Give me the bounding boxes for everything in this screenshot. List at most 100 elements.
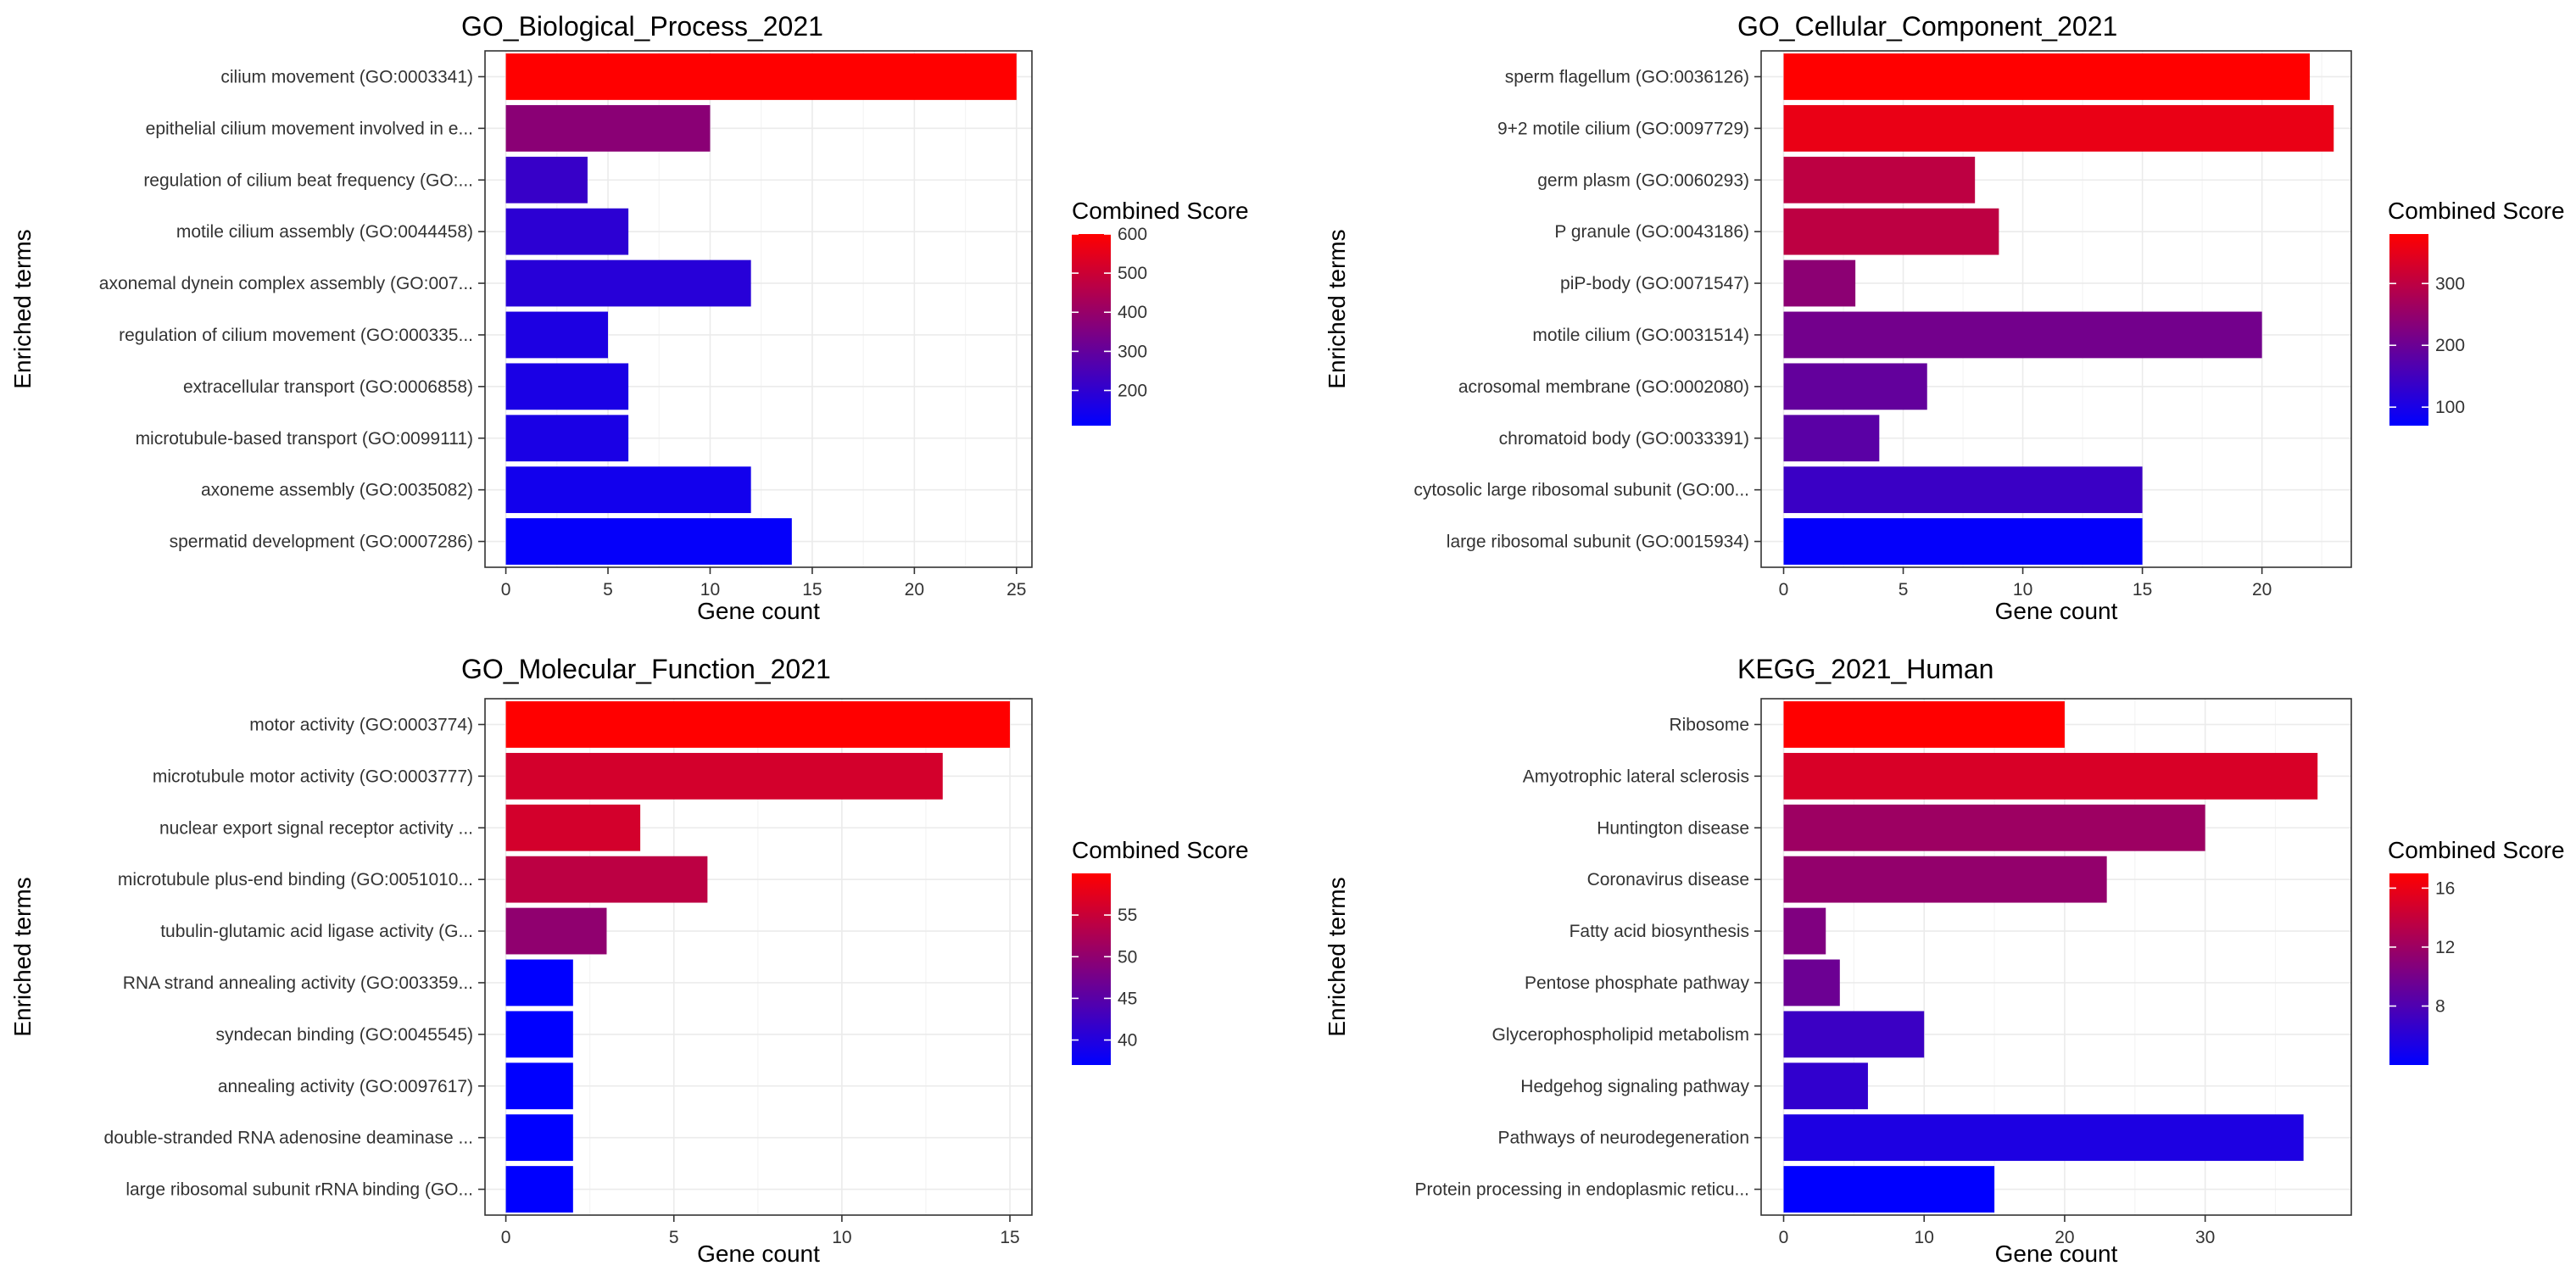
x-axis-title: Gene count xyxy=(1995,1241,2118,1267)
legend-tick-label: 55 xyxy=(1118,906,1137,925)
y-tick-label: 9+2 motile cilium (GO:0097729) xyxy=(1497,119,1749,138)
x-tick-label: 10 xyxy=(700,580,720,599)
bar xyxy=(1783,415,1880,462)
y-tick-label: spermatid development (GO:0007286) xyxy=(170,533,473,552)
y-tick-label: Pentose phosphate pathway xyxy=(1525,973,1750,993)
bar xyxy=(505,311,609,359)
x-axis-title: Gene count xyxy=(697,598,820,624)
y-tick-label: Ribosome xyxy=(1669,715,1749,734)
legend-tick-label: 400 xyxy=(1118,303,1147,322)
bar xyxy=(1783,1011,1925,1058)
bar xyxy=(505,959,573,1007)
chart-panel-4: Ribosome Amyotrophic lateral sclerosis Hun… xyxy=(1324,654,2565,1267)
x-tick-label: 30 xyxy=(2195,1228,2215,1247)
y-tick-label: motor activity (GO:0003774) xyxy=(249,715,473,734)
bar xyxy=(505,363,629,410)
x-axis-title: Gene count xyxy=(697,1241,820,1267)
y-tick-label: regulation of cilium beat frequency (GO:… xyxy=(143,170,473,190)
x-tick-label: 5 xyxy=(1899,580,1909,599)
y-tick-label: microtubule motor activity (GO:0003777) xyxy=(153,767,473,786)
bar xyxy=(505,1114,573,1162)
legend-title: Combined Score xyxy=(2388,837,2565,863)
legend-colorbar xyxy=(2389,234,2428,426)
legend-colorbar xyxy=(2389,873,2428,1065)
chart-title: GO_Molecular_Function_2021 xyxy=(461,654,831,684)
bar xyxy=(1783,1062,1868,1110)
bar xyxy=(1783,701,2065,748)
y-tick-label: germ plasm (GO:0060293) xyxy=(1537,170,1749,190)
y-tick-label: piP-body (GO:0071547) xyxy=(1560,274,1749,293)
chart-title: KEGG_2021_Human xyxy=(1737,654,1993,684)
bar xyxy=(1783,156,1976,204)
legend-tick-label: 500 xyxy=(1118,264,1147,283)
y-tick-label: RNA strand annealing activity (GO:003359… xyxy=(123,973,473,993)
bar xyxy=(1783,363,1927,410)
y-tick-label: large ribosomal subunit (GO:0015934) xyxy=(1447,533,1749,552)
chart-panel-1: cilium movement (GO:0003341) epithelial c… xyxy=(9,11,1249,624)
bar xyxy=(1783,1114,2304,1162)
chart-panel-3: motor activity (GO:0003774) microtubule m… xyxy=(9,654,1249,1267)
x-tick-label: 15 xyxy=(2133,580,2152,599)
bar xyxy=(1783,104,2334,152)
bar xyxy=(1783,1166,1995,1213)
y-tick-label: Coronavirus disease xyxy=(1587,870,1749,889)
bar xyxy=(505,156,588,204)
x-tick-label: 5 xyxy=(669,1228,679,1247)
y-tick-label: extracellular transport (GO:0006858) xyxy=(183,377,473,397)
bar xyxy=(1783,208,1999,255)
y-tick-label: Fatty acid biosynthesis xyxy=(1570,922,1749,941)
chart-panel-2: sperm flagellum (GO:0036126) 9+2 motile c… xyxy=(1324,11,2565,624)
x-tick-label: 25 xyxy=(1006,580,1026,599)
x-axis-title: Gene count xyxy=(1995,598,2118,624)
y-tick-label: epithelial cilium movement involved in e… xyxy=(146,119,473,138)
bar xyxy=(1783,259,1856,307)
y-tick-label: Protein processing in endoplasmic reticu… xyxy=(1414,1180,1749,1200)
bar xyxy=(505,804,641,851)
y-tick-label: tubulin-glutamic acid ligase activity (G… xyxy=(160,922,473,941)
y-tick-label: regulation of cilium movement (GO:000335… xyxy=(119,326,473,345)
plot-border xyxy=(1760,698,2352,1216)
x-tick-label: 20 xyxy=(2055,1228,2074,1247)
bar xyxy=(505,259,751,307)
y-tick-label: chromatoid body (GO:0033391) xyxy=(1499,429,1749,449)
y-tick-label: microtubule-based transport (GO:0099111) xyxy=(136,429,473,449)
bar xyxy=(1783,311,2262,359)
bar xyxy=(1783,959,1840,1007)
x-tick-label: 20 xyxy=(905,580,924,599)
bar xyxy=(505,104,711,152)
bar xyxy=(505,856,708,903)
legend-title: Combined Score xyxy=(1072,198,1249,224)
legend-tick-label: 8 xyxy=(2435,996,2445,1016)
bar xyxy=(505,1166,573,1213)
bar xyxy=(505,518,792,565)
plot-border xyxy=(1760,50,2352,568)
legend-tick-label: 40 xyxy=(1118,1031,1137,1051)
y-tick-label: axoneme assembly (GO:0035082) xyxy=(201,481,473,500)
legend-colorbar xyxy=(1072,873,1111,1065)
y-tick-label: acrosomal membrane (GO:0002080) xyxy=(1458,377,1749,397)
y-tick-label: microtubule plus-end binding (GO:0051010… xyxy=(118,870,473,889)
y-tick-label: cilium movement (GO:0003341) xyxy=(220,67,473,86)
bar xyxy=(505,1011,573,1058)
legend-title: Combined Score xyxy=(1072,837,1249,863)
x-tick-label: 0 xyxy=(501,1228,511,1247)
x-tick-label: 5 xyxy=(603,580,613,599)
legend-tick-label: 300 xyxy=(2435,274,2465,293)
x-tick-label: 0 xyxy=(501,580,511,599)
y-tick-label: large ribosomal subunit rRNA binding (GO… xyxy=(125,1180,473,1200)
bar xyxy=(505,415,629,462)
plot-border xyxy=(484,50,1033,568)
x-tick-label: 15 xyxy=(1000,1228,1019,1247)
legend-tick-label: 200 xyxy=(1118,381,1147,400)
bar xyxy=(505,752,943,800)
chart-title: GO_Biological_Process_2021 xyxy=(461,11,823,42)
y-axis-title: Enriched terms xyxy=(9,877,36,1036)
x-tick-label: 15 xyxy=(802,580,822,599)
legend-tick-label: 200 xyxy=(2435,336,2465,355)
y-axis-title: Enriched terms xyxy=(9,229,36,388)
legend-title: Combined Score xyxy=(2388,198,2565,224)
bar xyxy=(505,208,629,255)
legend-tick-label: 12 xyxy=(2435,938,2455,957)
y-tick-label: Hedgehog signaling pathway xyxy=(1520,1077,1749,1096)
